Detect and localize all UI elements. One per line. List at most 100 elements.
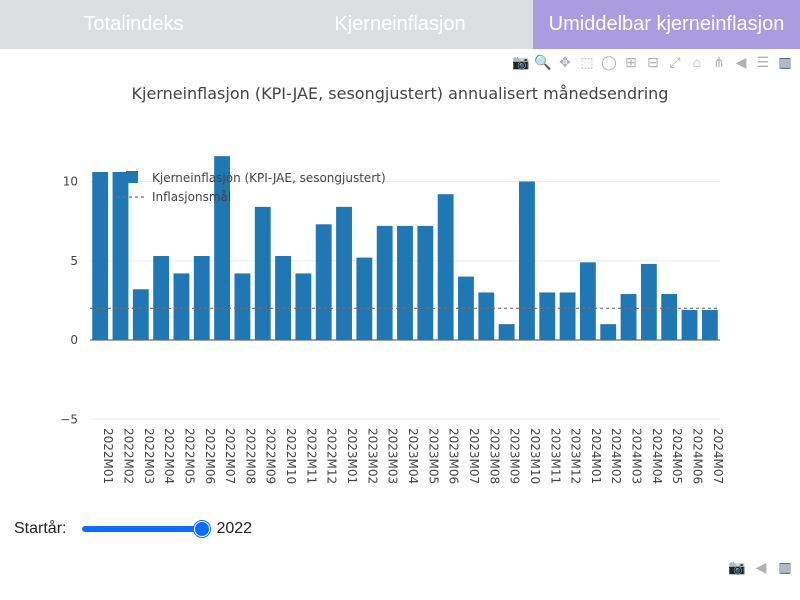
secondary-modebar: 📷 ◀ ▥ xyxy=(728,558,794,576)
x-tick-label: 2024M07 xyxy=(711,428,725,484)
zoom-out-icon[interactable]: ⊟ xyxy=(647,53,659,70)
zoom-icon[interactable]: 🔍 xyxy=(534,53,552,70)
tab-kjerneinflasjon[interactable]: Kjerneinflasjon xyxy=(267,0,533,49)
x-tick-label: 2024M04 xyxy=(650,428,664,484)
chart-title: Kjerneinflasjon (KPI-JAE, sesongjustert)… xyxy=(131,84,669,103)
bar xyxy=(376,225,393,340)
x-tick-labels: 2022M01 2022M02 2022M03 2022M04 2022M05 2022M… xyxy=(101,428,725,484)
start-year-slider-row: Startår: 2022 xyxy=(14,518,252,540)
x-tick-label: 2022M08 xyxy=(243,428,257,484)
x-tick-label: 2022M09 xyxy=(264,428,278,484)
bar xyxy=(579,262,596,340)
bar xyxy=(336,206,352,340)
slider-label: Startår: xyxy=(14,520,67,537)
bar xyxy=(193,255,210,340)
x-tick-label: 2024M02 xyxy=(609,428,623,484)
x-tick-label: 2024M01 xyxy=(589,428,603,484)
bar xyxy=(112,171,129,340)
y-tick-label: 10 xyxy=(63,175,78,189)
bar xyxy=(417,225,434,340)
hover-closest-icon[interactable]: ◀ xyxy=(755,558,767,575)
bar xyxy=(437,194,454,340)
bar xyxy=(681,309,698,340)
bar xyxy=(478,292,495,340)
legend-label-series: Kjerneinflasjon (KPI-JAE, sesongjustert) xyxy=(152,171,386,185)
x-tick-label: 2023M11 xyxy=(548,428,562,484)
x-tick-label: 2022M07 xyxy=(223,428,237,484)
spike-lines-icon[interactable]: ⋔ xyxy=(713,53,725,70)
legend-label-target: Inflasjonsmål xyxy=(152,190,231,204)
bar xyxy=(661,294,678,340)
bar xyxy=(458,276,474,340)
bar xyxy=(640,263,657,340)
x-tick-label: 2023M03 xyxy=(386,428,400,484)
bar xyxy=(600,324,617,340)
bar xyxy=(92,171,109,340)
autoscale-icon[interactable]: ⤢ xyxy=(669,53,681,70)
x-tick-label: 2023M10 xyxy=(528,428,542,484)
bar xyxy=(315,224,332,340)
plotly-logo-icon[interactable]: ▥ xyxy=(778,558,792,575)
zoom-in-icon[interactable]: ⊞ xyxy=(625,53,637,70)
bar xyxy=(275,255,291,340)
x-tick-label: 2023M08 xyxy=(487,428,501,484)
bars xyxy=(92,156,718,340)
bar xyxy=(132,289,149,340)
pan-icon[interactable]: ✥ xyxy=(559,53,571,70)
x-tick-label: 2023M12 xyxy=(569,428,583,484)
tab-umiddelbar-kjerneinflasjon[interactable]: Umiddelbar kjerneinflasjon xyxy=(533,0,800,49)
bar xyxy=(559,292,576,340)
x-tick-label: 2022M04 xyxy=(162,428,176,484)
bar xyxy=(539,292,556,340)
bar xyxy=(397,225,413,340)
bar xyxy=(153,255,170,340)
x-tick-label: 2022M05 xyxy=(182,428,196,484)
y-tick-label: 0 xyxy=(70,333,78,347)
x-tick-label: 2022M12 xyxy=(325,428,339,484)
x-tick-label: 2023M07 xyxy=(467,428,481,484)
x-tick-label: 2023M05 xyxy=(426,428,440,484)
x-tick-label: 2022M10 xyxy=(284,428,298,484)
x-tick-label: 2024M03 xyxy=(630,428,644,484)
hover-compare-icon[interactable]: ☰ xyxy=(756,53,770,70)
start-year-slider[interactable] xyxy=(82,521,211,537)
slider-thumb[interactable] xyxy=(194,521,211,537)
x-tick-label: 2023M06 xyxy=(447,428,461,484)
x-tick-label: 2023M04 xyxy=(406,428,420,484)
y-tick-label: 5 xyxy=(70,254,78,268)
modebar: 📷 🔍 ✥ ⬚ ◯ ⊞ ⊟ ⤢ ⌂ ⋔ ◀ ☰ ▥ xyxy=(512,53,794,71)
x-tick-label: 2023M09 xyxy=(508,428,522,484)
bar xyxy=(295,273,312,340)
bar xyxy=(214,156,231,340)
camera-icon[interactable]: 📷 xyxy=(512,53,530,70)
slider-value: 2022 xyxy=(216,520,253,537)
x-tick-label: 2023M02 xyxy=(365,428,379,484)
legend-swatch-series xyxy=(126,171,138,183)
y-tick-label: −5 xyxy=(60,412,78,426)
bar xyxy=(701,309,718,340)
hover-closest-icon[interactable]: ◀ xyxy=(735,53,747,70)
x-tick-label: 2024M06 xyxy=(691,428,705,484)
bar xyxy=(254,206,271,340)
bar xyxy=(234,273,251,340)
x-tick-label: 2022M06 xyxy=(203,428,217,484)
lasso-icon[interactable]: ◯ xyxy=(601,53,617,70)
bar xyxy=(356,257,373,340)
box-select-icon[interactable]: ⬚ xyxy=(580,53,594,70)
camera-icon[interactable]: 📷 xyxy=(728,558,746,575)
x-tick-label: 2024M05 xyxy=(670,428,684,484)
bar xyxy=(519,181,535,340)
tab-totalindeks[interactable]: Totalindeks xyxy=(0,0,267,49)
x-tick-label: 2022M03 xyxy=(142,428,156,484)
x-tick-label: 2022M01 xyxy=(101,428,115,484)
x-tick-label: 2023M01 xyxy=(345,428,359,484)
legend: Kjerneinflasjon (KPI-JAE, sesongjustert)… xyxy=(117,171,386,204)
x-tick-label: 2022M11 xyxy=(304,428,318,484)
plotly-logo-icon[interactable]: ▥ xyxy=(778,53,792,70)
home-icon[interactable]: ⌂ xyxy=(692,54,702,70)
x-tick-label: 2022M02 xyxy=(121,428,135,484)
bar xyxy=(498,324,515,340)
bar xyxy=(173,273,190,340)
y-tick-labels: −5 0 5 10 xyxy=(60,175,78,427)
